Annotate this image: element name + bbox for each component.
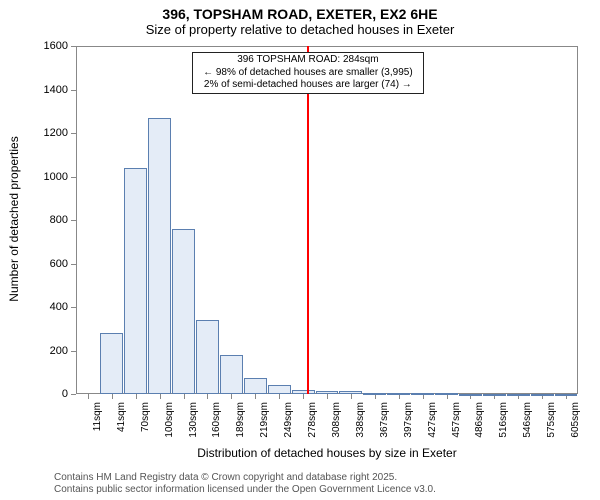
histogram-bar <box>387 393 410 395</box>
ytick <box>71 177 76 178</box>
ytick <box>71 46 76 47</box>
histogram-bar <box>316 391 339 394</box>
histogram-bar <box>268 385 291 394</box>
xtick <box>207 394 208 399</box>
ytick-label: 800 <box>36 214 68 226</box>
xtick <box>303 394 304 399</box>
xtick <box>184 394 185 399</box>
histogram-bar <box>411 393 434 395</box>
footer-attribution: Contains HM Land Registry data © Crown c… <box>54 472 436 496</box>
histogram-bar <box>148 118 171 394</box>
ytick <box>71 133 76 134</box>
histogram-bar <box>339 391 362 394</box>
ytick-label: 1200 <box>36 127 68 139</box>
xtick <box>88 394 89 399</box>
histogram-bar <box>555 394 578 396</box>
ytick-label: 600 <box>36 258 68 270</box>
ytick <box>71 351 76 352</box>
ytick <box>71 394 76 395</box>
y-axis-label: Number of detached properties <box>7 129 21 309</box>
xtick <box>112 394 113 399</box>
xtick <box>136 394 137 399</box>
annotation-line: 2% of semi-detached houses are larger (7… <box>196 79 420 92</box>
xtick <box>255 394 256 399</box>
footer-line-2: Contains public sector information licen… <box>54 484 436 496</box>
ytick-label: 1000 <box>36 171 68 183</box>
histogram-bar <box>196 320 219 394</box>
xtick <box>279 394 280 399</box>
ytick-label: 1400 <box>36 84 68 96</box>
histogram-bar <box>172 229 195 394</box>
annotation-box: 396 TOPSHAM ROAD: 284sqm← 98% of detache… <box>192 52 424 94</box>
histogram-bar <box>459 394 482 396</box>
ytick-label: 1600 <box>36 40 68 52</box>
annotation-line: 396 TOPSHAM ROAD: 284sqm <box>196 54 420 67</box>
histogram-chart: 0 200 400 600 800 1000 1200 1400 1600 Number of d… <box>0 0 600 500</box>
property-marker-line <box>307 46 309 394</box>
histogram-bar <box>363 393 386 395</box>
ytick-label: 0 <box>36 388 68 400</box>
xtick <box>231 394 232 399</box>
histogram-bar <box>435 393 458 395</box>
histogram-bar <box>507 394 530 396</box>
xtick <box>160 394 161 399</box>
x-axis-label: Distribution of detached houses by size … <box>76 446 578 460</box>
annotation-line: ← 98% of detached houses are smaller (3,… <box>196 67 420 80</box>
ytick-label: 200 <box>36 345 68 357</box>
xtick <box>351 394 352 399</box>
ytick <box>71 90 76 91</box>
histogram-bar <box>100 333 123 394</box>
histogram-bar <box>124 168 147 394</box>
histogram-bar <box>292 390 315 394</box>
histogram-bar <box>244 378 267 394</box>
histogram-bar <box>220 355 243 394</box>
ytick <box>71 264 76 265</box>
footer-line-1: Contains HM Land Registry data © Crown c… <box>54 472 436 484</box>
ytick <box>71 220 76 221</box>
ytick <box>71 307 76 308</box>
ytick-label: 400 <box>36 301 68 313</box>
histogram-bar <box>483 394 506 396</box>
xtick <box>327 394 328 399</box>
histogram-bar <box>531 394 554 396</box>
